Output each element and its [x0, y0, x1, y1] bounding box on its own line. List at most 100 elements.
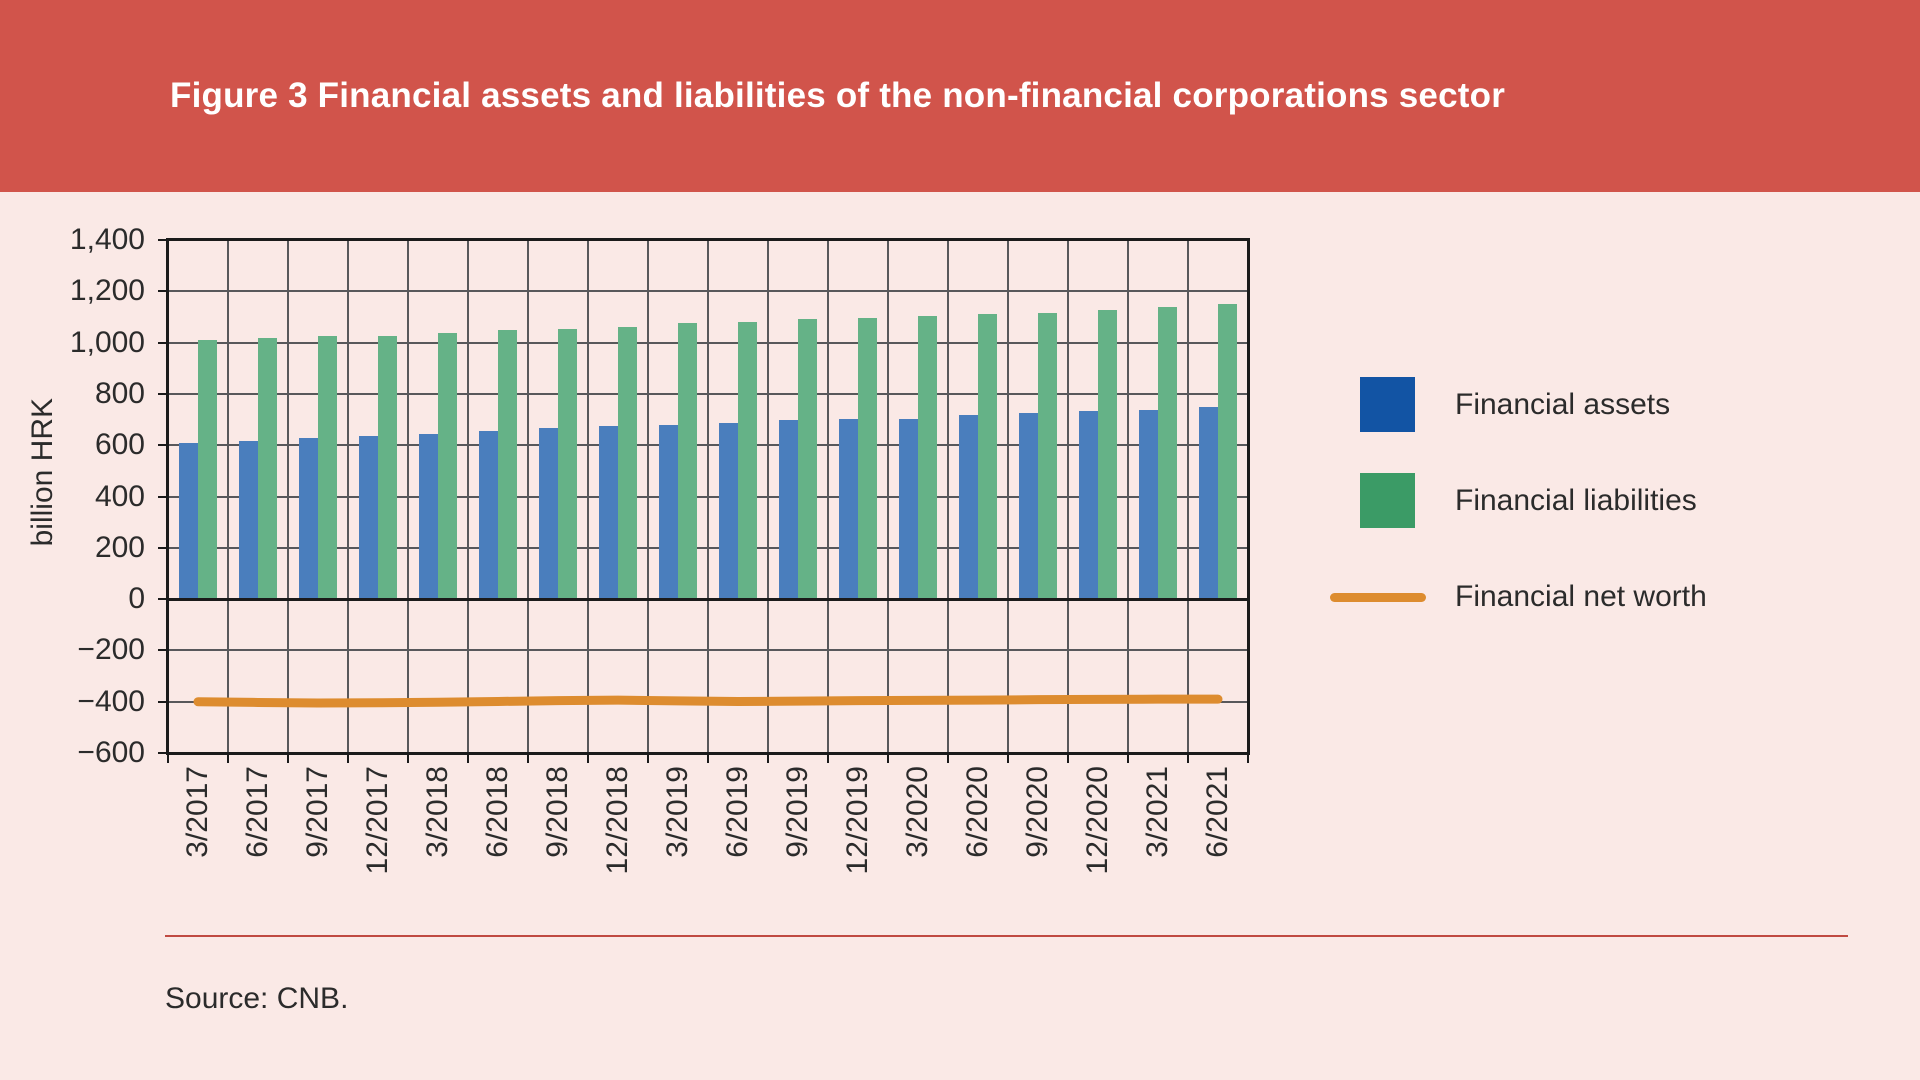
source-text: Source: CNB. [165, 982, 349, 1015]
bar-financial-liabilities [618, 327, 637, 600]
bar-financial-liabilities [978, 313, 997, 600]
y-axis-tick-mark [158, 495, 167, 498]
bar-financial-assets [839, 418, 858, 600]
bar-financial-assets [659, 425, 678, 600]
x-axis-tick-label: 6/2018 [481, 766, 514, 858]
legend-item-financial-net-worth: Financial net worth [1330, 569, 1850, 625]
bar-financial-assets [419, 434, 438, 600]
gridline-vertical [1127, 240, 1129, 753]
y-axis-tick-mark [158, 598, 167, 601]
gridline-vertical [1007, 240, 1009, 753]
bar-financial-assets [899, 418, 918, 600]
x-axis-tick-label: 9/2020 [1021, 766, 1054, 858]
legend-label-financial-liabilities: Financial liabilities [1455, 483, 1697, 517]
bar-financial-liabilities [858, 317, 877, 600]
gridline-vertical [707, 240, 709, 753]
gridline-vertical [407, 240, 409, 753]
legend: Financial assets Financial liabilities F… [1330, 350, 1850, 650]
gridline-vertical [1067, 240, 1069, 753]
y-axis-tick-mark [158, 649, 167, 652]
x-axis-tick-mark [1187, 755, 1189, 763]
gridline-vertical [947, 240, 949, 753]
bar-financial-assets [1199, 406, 1218, 600]
bar-financial-assets [1019, 412, 1038, 600]
bar-financial-liabilities [678, 322, 697, 600]
gridline-vertical [587, 240, 589, 753]
bar-financial-assets [359, 436, 378, 600]
legend-item-financial-liabilities: Financial liabilities [1330, 473, 1850, 529]
y-axis-tick-label: −600 [77, 736, 145, 769]
x-axis-tick-label: 6/2020 [961, 766, 994, 858]
bar-financial-assets [299, 437, 318, 600]
legend-swatch-financial-liabilities [1360, 473, 1415, 528]
x-axis-tick-label: 3/2021 [1141, 766, 1174, 858]
bar-financial-liabilities [558, 329, 577, 600]
bar-financial-liabilities [1218, 303, 1237, 600]
x-axis-tick-mark [407, 755, 409, 763]
x-axis-tick-label: 6/2021 [1201, 766, 1234, 858]
y-axis-tick-mark [158, 290, 167, 293]
bar-financial-assets [479, 430, 498, 600]
bar-financial-liabilities [738, 321, 757, 600]
x-axis-tick-mark [347, 755, 349, 763]
x-axis-tick-mark [887, 755, 889, 763]
x-axis-tick-mark [1127, 755, 1129, 763]
x-axis-tick-label: 9/2018 [541, 766, 574, 858]
bar-financial-assets [599, 426, 618, 600]
gridline-vertical [1187, 240, 1189, 753]
x-axis-tick-label: 3/2020 [901, 766, 934, 858]
x-axis-tick-label: 12/2019 [841, 766, 874, 875]
bar-financial-liabilities [378, 335, 397, 600]
bar-financial-assets [959, 415, 978, 600]
gridline-vertical [467, 240, 469, 753]
source-rule [165, 935, 1848, 937]
bar-financial-assets [1079, 410, 1098, 600]
y-axis-tick-mark [158, 444, 167, 447]
x-axis-tick-mark [167, 755, 169, 763]
x-axis-tick-label: 6/2019 [721, 766, 754, 858]
y-axis-title: billion HRK [26, 398, 59, 547]
legend-swatch-financial-assets [1360, 377, 1415, 432]
bar-financial-liabilities [918, 316, 937, 600]
legend-label-financial-assets: Financial assets [1455, 387, 1671, 421]
x-axis-tick-mark [1067, 755, 1069, 763]
x-axis-tick-label: 3/2019 [661, 766, 694, 858]
y-axis-tick-mark [158, 239, 167, 241]
x-axis-tick-label: 12/2018 [601, 766, 634, 875]
x-axis-tick-mark [227, 755, 229, 763]
x-axis-tick-label: 3/2017 [181, 766, 214, 858]
x-axis-tick-mark [527, 755, 529, 763]
x-axis-tick-mark [467, 755, 469, 763]
bar-financial-assets [179, 442, 198, 600]
zero-axis-line [168, 597, 1248, 601]
figure-header-band: Figure 3 Financial assets and liabilitie… [0, 0, 1920, 192]
x-axis-tick-mark [947, 755, 949, 763]
gridline-vertical [527, 240, 529, 753]
bar-financial-assets [239, 441, 258, 600]
x-axis-tick-mark [707, 755, 709, 763]
gridline-vertical [887, 240, 889, 753]
gridline-vertical [827, 240, 829, 753]
bar-financial-liabilities [798, 319, 817, 600]
bar-financial-liabilities [318, 335, 337, 600]
bar-financial-liabilities [498, 330, 517, 600]
x-axis-tick-label: 9/2019 [781, 766, 814, 858]
y-axis-tick-mark [158, 752, 167, 754]
bar-financial-assets [539, 428, 558, 600]
bar-financial-assets [779, 420, 798, 600]
y-axis-tick-label: 1,400 [69, 223, 145, 256]
gridline-vertical [647, 240, 649, 753]
x-axis-tick-label: 6/2017 [241, 766, 274, 858]
legend-line-sample-financial-net-worth [1330, 593, 1426, 602]
y-axis-tick-label: −200 [77, 633, 145, 667]
x-axis-tick-label: 9/2017 [301, 766, 334, 858]
bar-financial-liabilities [1098, 310, 1117, 600]
y-axis-tick-label: 1,000 [69, 325, 145, 359]
bar-financial-liabilities [438, 332, 457, 600]
x-axis-tick-label: 3/2018 [421, 766, 454, 858]
x-axis-tick-label: 12/2017 [361, 766, 394, 875]
x-axis-tick-mark [647, 755, 649, 763]
x-axis-tick-mark [767, 755, 769, 763]
legend-label-financial-net-worth: Financial net worth [1455, 580, 1707, 613]
